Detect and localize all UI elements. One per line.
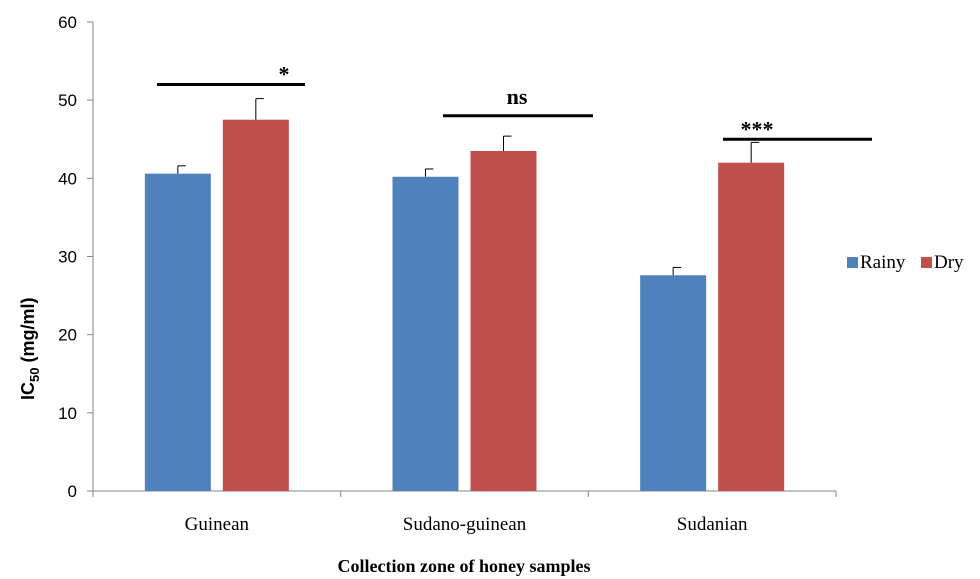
bar-dry [718, 162, 785, 491]
y-tick-label: 40 [58, 169, 77, 188]
error-bars [177, 98, 760, 276]
y-tick-label: 10 [58, 404, 77, 423]
legend-swatch-rainy [847, 257, 858, 268]
bar-rainy [144, 173, 211, 492]
y-tick-label: 60 [58, 13, 77, 32]
x-axis-title: Collection zone of honey samples [338, 556, 591, 576]
y-axis: 0 10 20 30 40 50 60 [58, 13, 94, 501]
significance-label: *** [741, 116, 774, 141]
bars [144, 119, 785, 492]
y-tick-label: 50 [58, 91, 77, 110]
bar-dry [470, 150, 537, 491]
legend-label-rainy: Rainy [860, 252, 906, 273]
significance-annotations: * ns *** [157, 62, 872, 141]
bar-rainy [392, 176, 459, 491]
legend-label-dry: Dry [934, 252, 964, 273]
bar-dry [222, 119, 289, 491]
x-category-label: Sudanian [677, 514, 748, 535]
y-axis-title-main: IC [18, 382, 38, 400]
legend-swatch-dry [921, 257, 932, 268]
x-axis: Guinean Sudano-guinean Sudanian [92, 490, 837, 535]
x-category-label: Guinean [185, 514, 250, 535]
y-tick-label: 20 [58, 326, 77, 345]
significance-label: * [279, 62, 290, 87]
y-tick-label: 30 [58, 248, 77, 267]
legend: Rainy Dry [847, 252, 964, 273]
y-tick-label: 0 [68, 482, 77, 501]
x-category-label: Sudano-guinean [403, 514, 527, 535]
y-axis-title: IC50 (mg/ml) [18, 298, 42, 400]
y-axis-title-unit: (mg/ml) [18, 298, 38, 368]
y-axis-title-subscript: 50 [27, 368, 42, 382]
significance-label: ns [507, 84, 528, 109]
bar-rainy [640, 275, 707, 491]
